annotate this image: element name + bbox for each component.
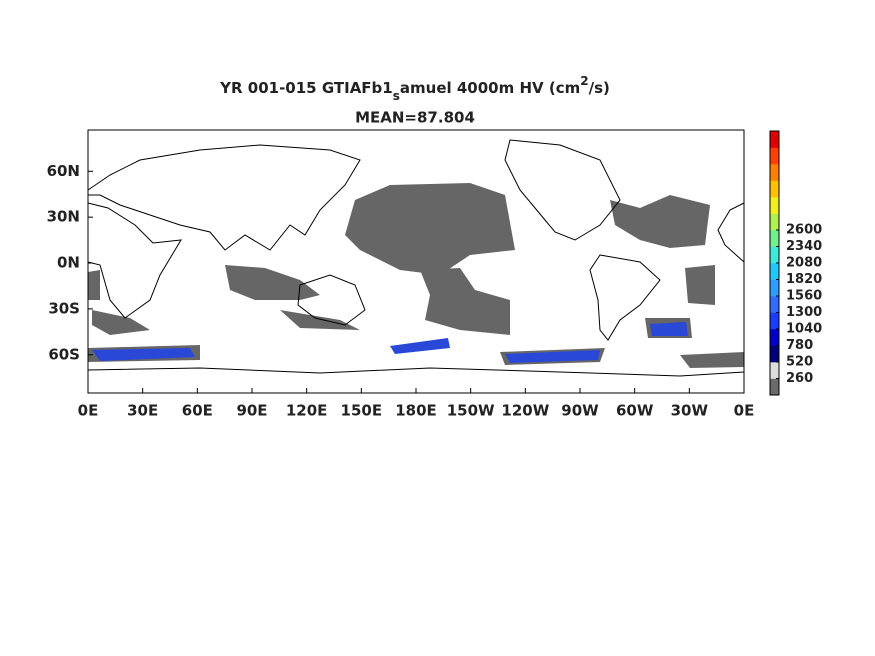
high-patch <box>390 338 450 354</box>
colorbar-tick-label: 780 <box>786 338 813 353</box>
title: YR 001-015 GTIAFb1samuel 4000m HV (cm2/s… <box>219 74 610 103</box>
x-tick-label: 120W <box>501 402 549 420</box>
patch <box>92 310 150 335</box>
colorbar-tick-label: 1300 <box>786 305 822 320</box>
colorbar-swatch <box>770 312 779 330</box>
patch <box>685 265 715 305</box>
coastline <box>717 202 745 263</box>
patch <box>680 352 744 368</box>
patch <box>345 183 515 275</box>
colorbar-swatch <box>770 230 779 247</box>
x-tick-label: 150W <box>447 402 495 420</box>
colorbar-swatch <box>770 197 779 214</box>
map-area <box>87 129 745 394</box>
colorbar-tick-label: 520 <box>786 355 813 370</box>
colorbar-swatch <box>770 279 779 297</box>
colorbar-swatch <box>770 164 779 181</box>
colorbar-tick-label: 1820 <box>786 272 822 287</box>
colorbar-swatch <box>770 180 779 198</box>
colorbar-tick-label: 260 <box>786 371 813 386</box>
colorbar-tick-label: 2600 <box>786 223 822 238</box>
colorbar-swatch <box>770 329 779 346</box>
coastline <box>589 254 661 341</box>
y-tick-label: 0N <box>57 254 80 272</box>
coastlines <box>87 139 745 377</box>
colorbar-swatch <box>770 263 779 280</box>
x-tick-label: 0E <box>734 402 755 420</box>
colorbar-tick-label: 2340 <box>786 239 822 254</box>
x-tick-label: 60W <box>616 402 654 420</box>
x-tick-label: 90W <box>561 402 599 420</box>
title-superscript: 2 <box>580 74 588 88</box>
x-tick-label: 60E <box>182 402 213 420</box>
x-tick-label: 120E <box>286 402 328 420</box>
x-tick-label: 180E <box>395 402 437 420</box>
x-tick-label: 150E <box>341 402 383 420</box>
y-tick-label: 60S <box>48 345 80 363</box>
x-tick-label: 0E <box>78 402 99 420</box>
subtitle: MEAN=87.804 <box>355 109 475 127</box>
coastline <box>87 144 361 251</box>
high-patch <box>650 322 688 336</box>
y-tick-label: 30S <box>48 299 80 317</box>
patch <box>88 270 100 300</box>
title-subscript: s <box>393 89 400 103</box>
colorbar-swatch <box>770 378 779 396</box>
coastline <box>504 139 621 241</box>
patch <box>610 195 710 248</box>
title-part: YR 001-015 GTIAFb1 <box>219 79 393 97</box>
title-part: amuel 4000m HV (cm <box>400 79 580 97</box>
coastline <box>87 202 182 319</box>
colorbar-swatch <box>770 213 779 231</box>
patch <box>280 310 360 330</box>
x-tick-label: 30E <box>127 402 158 420</box>
title-part: /s) <box>589 79 610 97</box>
x-tick-label: 90E <box>236 402 267 420</box>
coastline <box>297 274 366 326</box>
x-tick-label: 30W <box>671 402 709 420</box>
colorbar-swatch <box>770 131 779 148</box>
patch <box>225 265 320 300</box>
gray-patches <box>88 183 744 368</box>
high-patch <box>505 350 600 363</box>
colorbar-tick-label: 1560 <box>786 289 822 304</box>
y-tick-label: 60N <box>47 162 80 180</box>
high-patch <box>92 348 195 361</box>
y-tick-label: 30N <box>47 208 80 226</box>
patch <box>420 268 510 335</box>
colorbar-swatch <box>770 362 779 379</box>
colorbar-swatch <box>770 345 779 363</box>
colorbar-swatch <box>770 147 779 165</box>
coastline <box>87 367 745 377</box>
colorbar-swatch <box>770 246 779 264</box>
colorbar-swatch <box>770 296 779 313</box>
colorbar-tick-label: 1040 <box>786 322 822 337</box>
colorbar-tick-label: 2080 <box>786 256 822 271</box>
